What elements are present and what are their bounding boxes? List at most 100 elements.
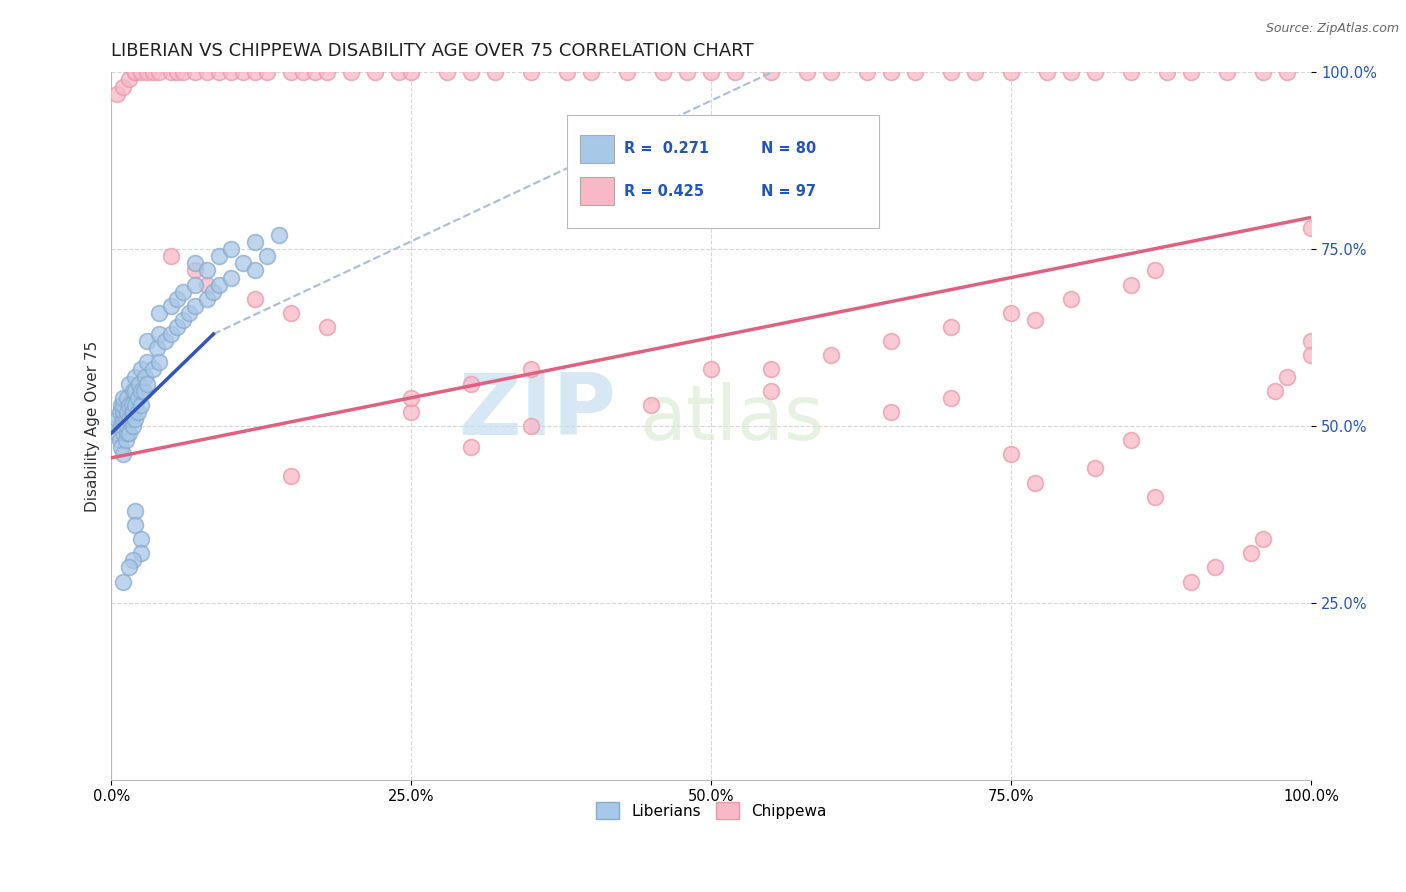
Point <box>221 242 243 256</box>
Point <box>107 87 129 101</box>
Point <box>134 369 156 384</box>
Point <box>245 263 267 277</box>
Point <box>232 256 254 270</box>
Point <box>1301 221 1323 235</box>
Point <box>557 65 579 79</box>
Point <box>1024 313 1046 327</box>
Point <box>122 419 145 434</box>
Point <box>1121 65 1143 79</box>
Point <box>160 65 183 79</box>
Point <box>112 574 135 589</box>
Point <box>1060 292 1083 306</box>
Point <box>142 65 165 79</box>
Point <box>245 235 267 249</box>
Point <box>880 65 903 79</box>
Point <box>460 376 482 391</box>
Point <box>941 320 963 334</box>
Point <box>122 384 145 398</box>
Point <box>401 391 423 405</box>
Legend: Liberians, Chippewa: Liberians, Chippewa <box>591 797 832 825</box>
Point <box>340 65 363 79</box>
Point <box>904 65 927 79</box>
Point <box>197 277 219 292</box>
Point <box>112 79 135 94</box>
Point <box>221 270 243 285</box>
Point <box>484 65 506 79</box>
Point <box>124 398 146 412</box>
Point <box>1000 65 1022 79</box>
Point <box>148 327 170 342</box>
Point <box>197 65 219 79</box>
Point <box>107 426 129 441</box>
Point <box>1301 348 1323 362</box>
Point <box>148 65 170 79</box>
Point <box>460 65 482 79</box>
Point <box>965 65 987 79</box>
Point <box>436 65 458 79</box>
Point <box>401 405 423 419</box>
Point <box>1216 65 1239 79</box>
Point <box>364 65 387 79</box>
Point <box>127 391 149 405</box>
Point <box>124 65 146 79</box>
Point <box>131 532 153 546</box>
Point <box>112 391 135 405</box>
Point <box>880 405 903 419</box>
Point <box>256 249 278 263</box>
Point <box>115 426 138 441</box>
Text: Source: ZipAtlas.com: Source: ZipAtlas.com <box>1265 22 1399 36</box>
Point <box>820 65 842 79</box>
Point <box>676 65 699 79</box>
Point <box>796 65 818 79</box>
Point <box>118 376 141 391</box>
Point <box>460 440 482 454</box>
Point <box>1024 475 1046 490</box>
Point <box>107 412 129 426</box>
Point <box>316 65 339 79</box>
Point <box>1084 65 1107 79</box>
Point <box>202 285 225 299</box>
Point <box>108 433 131 447</box>
Point <box>232 65 254 79</box>
Point <box>304 65 326 79</box>
Point <box>148 355 170 369</box>
Point <box>880 334 903 348</box>
Point <box>112 419 135 434</box>
Point <box>316 320 339 334</box>
Point <box>131 546 153 560</box>
Point <box>269 228 291 243</box>
Point <box>520 419 543 434</box>
Point <box>172 285 194 299</box>
Point <box>184 277 207 292</box>
Point <box>292 65 315 79</box>
Point <box>197 292 219 306</box>
Point <box>761 362 783 376</box>
Point <box>1121 277 1143 292</box>
Point <box>184 299 207 313</box>
Point <box>160 249 183 263</box>
Point <box>110 398 132 412</box>
Point <box>280 65 302 79</box>
Point <box>1301 334 1323 348</box>
Point <box>172 65 194 79</box>
Point <box>122 405 145 419</box>
Point <box>136 376 159 391</box>
Point <box>616 65 638 79</box>
Point <box>941 65 963 79</box>
Point <box>112 398 135 412</box>
Point <box>114 433 136 447</box>
Point <box>112 447 135 461</box>
Point <box>131 384 153 398</box>
Point <box>184 256 207 270</box>
Point <box>128 376 150 391</box>
Point <box>1156 65 1178 79</box>
Point <box>1036 65 1059 79</box>
Point <box>155 334 177 348</box>
Point <box>131 65 153 79</box>
Point <box>160 327 183 342</box>
Point <box>197 263 219 277</box>
Point <box>112 412 135 426</box>
Point <box>121 398 143 412</box>
Point <box>124 369 146 384</box>
Point <box>114 412 136 426</box>
